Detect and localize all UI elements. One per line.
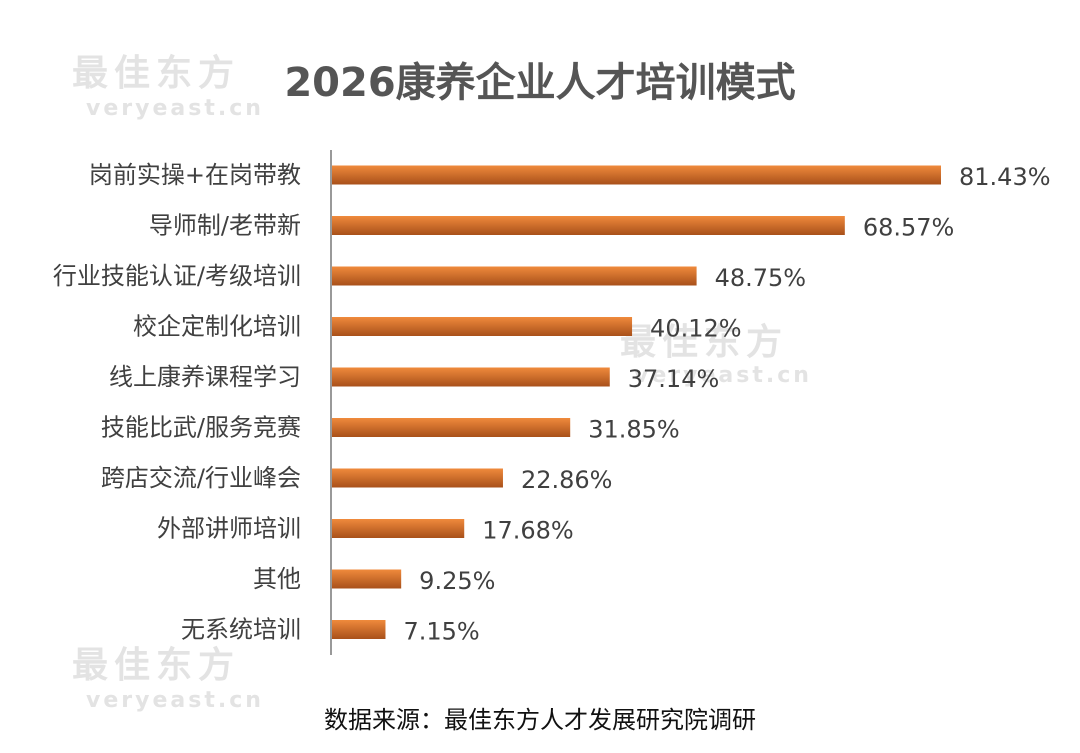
value-label: 40.12% — [650, 315, 742, 343]
category-label: 外部讲师培训 — [157, 515, 301, 543]
category-label: 无系统培训 — [181, 616, 301, 644]
value-label: 22.86% — [521, 466, 613, 494]
category-label: 校企定制化培训 — [133, 313, 301, 341]
value-label: 31.85% — [588, 416, 680, 444]
category-label: 行业技能认证/考级培训 — [53, 262, 301, 290]
category-label: 技能比武/服务竞赛 — [101, 414, 301, 442]
watermark-logo-text: 最佳东方 — [620, 322, 789, 363]
bar — [332, 468, 503, 488]
watermark-domain-text: veryeast.cn — [634, 363, 812, 388]
category-label: 其他 — [253, 565, 301, 593]
value-label: 17.68% — [482, 517, 574, 545]
chart-source: 数据来源：最佳东方人才发展研究院调研 — [324, 706, 756, 734]
watermark-domain-text: veryeast.cn — [86, 96, 264, 121]
category-label: 导师制/老带新 — [149, 212, 301, 240]
bar — [332, 418, 571, 437]
bar — [332, 317, 633, 336]
watermark-domain-text: veryeast.cn — [86, 688, 264, 713]
bar — [332, 620, 386, 639]
chart-title: 2026康养企业人才培训模式 — [284, 60, 796, 106]
bar — [332, 266, 697, 286]
category-labels: 岗前实操+在岗带教导师制/老带新行业技能认证/考级培训校企定制化培训线上康养课程… — [53, 161, 301, 644]
category-label: 岗前实操+在岗带教 — [89, 161, 301, 189]
value-label: 81.43% — [959, 163, 1051, 191]
category-label: 跨店交流/行业峰会 — [101, 464, 301, 492]
bars-group — [332, 165, 941, 639]
bar — [332, 519, 465, 538]
value-label: 9.25% — [419, 567, 495, 595]
value-label: 7.15% — [403, 618, 479, 646]
value-label: 37.14% — [628, 365, 720, 393]
bar — [332, 367, 610, 387]
category-label: 线上康养课程学习 — [109, 363, 301, 391]
watermark-logo-text: 最佳东方 — [72, 53, 241, 94]
bar — [332, 165, 941, 185]
bar — [332, 569, 402, 589]
value-labels: 81.43%68.57% 48.75% 40.12% 37.14% 31.85% 22.8… — [403, 163, 1050, 646]
bar — [332, 216, 845, 235]
value-label: 48.75% — [715, 264, 807, 292]
watermark-logo-text: 最佳东方 — [72, 645, 241, 686]
value-label: 68.57% — [863, 214, 955, 242]
